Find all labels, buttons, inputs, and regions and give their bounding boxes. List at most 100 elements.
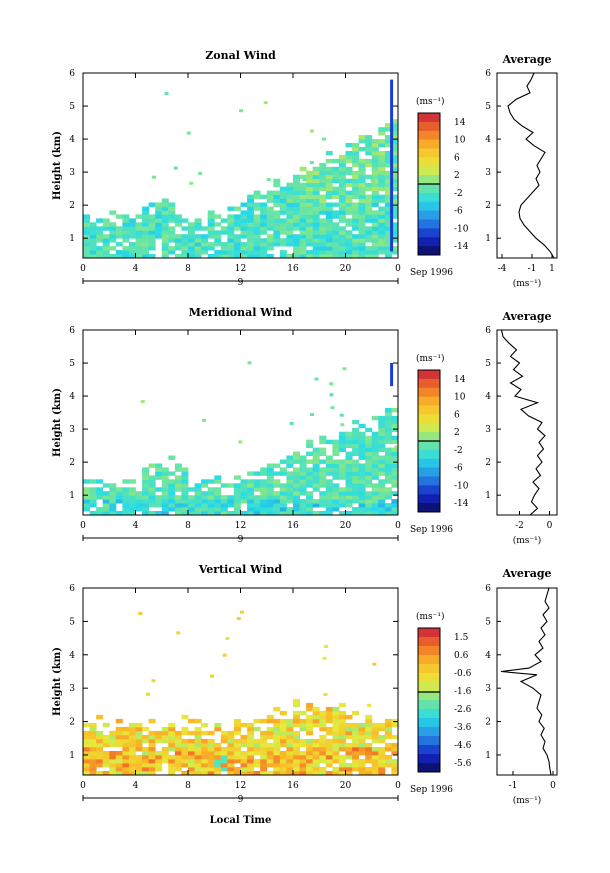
- heatmap-cell: [155, 511, 163, 516]
- heatmap-cell: [115, 230, 123, 235]
- heatmap-cell: [273, 726, 281, 732]
- heatmap-cell: [273, 210, 281, 215]
- y-tick-label: 4: [69, 135, 75, 145]
- heatmap-cell: [352, 439, 360, 445]
- heatmap-cell: [391, 423, 399, 429]
- x-tick-label: 12: [235, 781, 246, 791]
- heatmap-cell: [174, 487, 182, 492]
- heatmap-cell: [391, 503, 399, 508]
- heatmap-cell: [384, 511, 392, 516]
- heatmap-cell: [345, 755, 353, 760]
- heatmap-cell: [227, 771, 235, 776]
- heatmap-cell: [266, 495, 274, 500]
- heatmap-cell: [227, 254, 235, 259]
- heatmap-cell: [391, 170, 399, 176]
- heatmap-cell: [358, 471, 366, 476]
- heatmap-cell: [384, 222, 392, 227]
- heatmap-cell: [220, 483, 228, 488]
- heatmap-cell: [201, 511, 209, 516]
- heatmap-cell: [358, 503, 366, 508]
- heatmap-cell: [109, 734, 117, 740]
- heatmap-cell: [371, 467, 379, 472]
- heatmap-cell: [155, 495, 163, 500]
- heatmap-cell: [266, 742, 274, 748]
- heatmap-cell: [338, 730, 346, 736]
- heatmap-point: [323, 693, 328, 696]
- heatmap-cell: [371, 166, 379, 172]
- heatmap-cell: [338, 234, 346, 239]
- heatmap-cell: [233, 238, 241, 243]
- heatmap-cell: [214, 742, 222, 748]
- heatmap-cell: [273, 234, 281, 239]
- heatmap-cell: [240, 771, 248, 776]
- heatmap-cell: [266, 726, 274, 732]
- heatmap-cell: [293, 174, 300, 180]
- heatmap-cell: [332, 475, 340, 480]
- heatmap-cell: [168, 491, 176, 496]
- x-tick-label: 16: [287, 264, 299, 274]
- heatmap-cell: [391, 467, 399, 472]
- heatmap-cell: [194, 730, 202, 736]
- heatmap-cell: [142, 483, 150, 488]
- heatmap-cell: [233, 747, 241, 752]
- heatmap-cell: [312, 771, 320, 776]
- heatmap-cell: [345, 763, 353, 768]
- heatmap-cell: [338, 166, 346, 172]
- heatmap-cell: [345, 483, 353, 488]
- heatmap-cell: [109, 246, 117, 251]
- heatmap-cell: [155, 755, 163, 760]
- heatmap-cell: [279, 710, 287, 716]
- heatmap-cell: [207, 771, 215, 776]
- heatmap-cell: [260, 495, 268, 500]
- heatmap-cell: [161, 759, 169, 764]
- heatmap-cell: [293, 483, 300, 488]
- colorbar-segment: [418, 763, 440, 773]
- heatmap-cell: [253, 495, 261, 500]
- heatmap-cell: [358, 230, 366, 235]
- heatmap-cell: [371, 471, 379, 476]
- heatmap-cell: [325, 747, 333, 752]
- heatmap-cell: [135, 503, 143, 508]
- heatmap-point: [309, 161, 314, 165]
- heatmap-cell: [332, 222, 340, 227]
- heatmap-cell: [220, 230, 228, 235]
- heatmap-cell: [352, 447, 360, 452]
- heatmap-cell: [279, 487, 287, 492]
- heatmap-cell: [96, 771, 104, 776]
- heatmap-cell: [240, 763, 248, 768]
- heatmap-cell: [391, 439, 399, 445]
- profile-line-zonal: [507, 72, 555, 259]
- heatmap-cell: [122, 503, 130, 508]
- heatmap-cell: [338, 194, 346, 199]
- heatmap-cell: [371, 463, 379, 468]
- heatmap-cell: [194, 771, 202, 776]
- heatmap-cell: [260, 742, 268, 748]
- heatmap-cell: [391, 226, 399, 231]
- heatmap-cell: [155, 738, 163, 744]
- heatmap-cell: [365, 246, 373, 251]
- heatmap-cell: [286, 718, 294, 724]
- heatmap-cell: [338, 467, 346, 472]
- heatmap-cell: [384, 186, 392, 191]
- heatmap-cell: [247, 246, 255, 251]
- heatmap-cell: [286, 182, 294, 188]
- profile-y-tick-label: 4: [485, 392, 491, 402]
- heatmap-cell: [299, 246, 307, 251]
- heatmap-cell: [358, 767, 366, 772]
- heatmap-cell: [332, 230, 340, 235]
- heatmap-cell: [306, 730, 314, 736]
- profile-y-tick-label: 1: [485, 751, 491, 761]
- heatmap-cell: [83, 234, 90, 239]
- heatmap-cell: [338, 210, 346, 215]
- heatmap-cell: [365, 158, 373, 164]
- heatmap-cell: [214, 250, 222, 255]
- heatmap-cell: [293, 479, 300, 484]
- y-tick-label: 6: [69, 69, 75, 79]
- heatmap-cell: [207, 214, 215, 219]
- heatmap-point: [146, 692, 151, 696]
- heatmap-cell: [332, 742, 340, 748]
- heatmap-cell: [89, 751, 97, 756]
- heatmap-cell: [358, 162, 366, 168]
- heatmap-cell: [201, 503, 209, 508]
- heatmap-cell: [338, 702, 346, 708]
